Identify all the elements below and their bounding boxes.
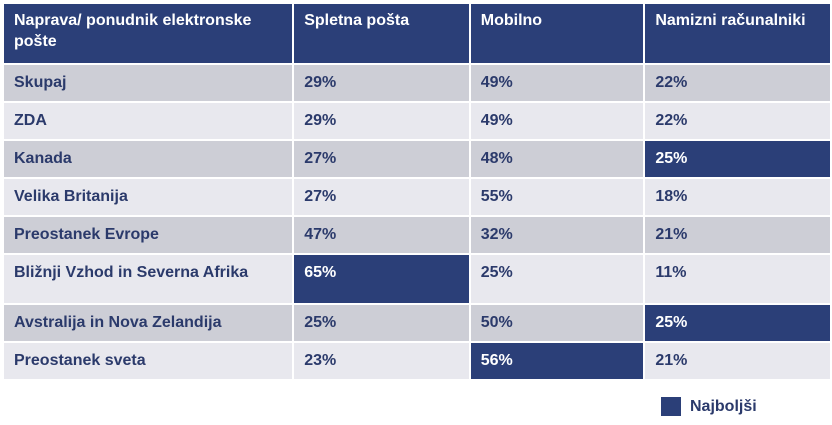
email-share-table: Naprava/ ponudnik elektronske pošte Sple… [2, 2, 832, 381]
table-row: Kanada 27% 48% 25% [4, 141, 830, 177]
cell-desktop: 18% [645, 179, 830, 215]
cell-desktop: 21% [645, 217, 830, 253]
row-label: Kanada [4, 141, 293, 177]
cell-desktop: 22% [645, 65, 830, 101]
legend-swatch [661, 397, 681, 416]
cell-webmail: 25% [294, 305, 469, 341]
cell-webmail: 27% [294, 141, 469, 177]
table-row: Bližnji Vzhod in Severna Afrika 65% 25% 11% [4, 255, 830, 303]
column-header-device: Naprava/ ponudnik elektronske pošte [4, 4, 293, 63]
cell-desktop: 21% [645, 343, 830, 379]
cell-webmail: 47% [294, 217, 469, 253]
row-label: ZDA [4, 103, 293, 139]
column-header-webmail: Spletna pošta [294, 4, 469, 63]
cell-mobile: 55% [470, 179, 644, 215]
header-row: Naprava/ ponudnik elektronske pošte Sple… [4, 4, 830, 63]
cell-mobile: 49% [470, 103, 644, 139]
row-label: Skupaj [4, 65, 293, 101]
cell-webmail: 27% [294, 179, 469, 215]
cell-mobile: 48% [470, 141, 644, 177]
column-header-desktop: Namizni računalniki [645, 4, 830, 63]
table-row: Skupaj 29% 49% 22% [4, 65, 830, 101]
table-body: Skupaj 29% 49% 22% ZDA 29% 49% 22% Kanada 27% 48% 2… [4, 65, 830, 379]
row-label: Preostanek Evrope [4, 217, 293, 253]
column-header-mobile: Mobilno [470, 4, 644, 63]
cell-webmail: 65% [294, 255, 469, 303]
cell-webmail: 23% [294, 343, 469, 379]
cell-desktop: 11% [645, 255, 830, 303]
table-row: Preostanek Evrope 47% 32% 21% [4, 217, 830, 253]
cell-mobile: 56% [470, 343, 644, 379]
table-row: Velika Britanija 27% 55% 18% [4, 179, 830, 215]
legend-label: Najboljši [690, 397, 757, 415]
cell-desktop: 25% [645, 305, 830, 341]
table-row: Preostanek sveta 23% 56% 21% [4, 343, 830, 379]
cell-desktop: 25% [645, 141, 830, 177]
row-label: Preostanek sveta [4, 343, 293, 379]
cell-desktop: 22% [645, 103, 830, 139]
cell-webmail: 29% [294, 65, 469, 101]
row-label: Bližnji Vzhod in Severna Afrika [4, 255, 293, 303]
cell-mobile: 25% [470, 255, 644, 303]
row-label: Avstralija in Nova Zelandija [4, 305, 293, 341]
table-row: ZDA 29% 49% 22% [4, 103, 830, 139]
table-row: Avstralija in Nova Zelandija 25% 50% 25% [4, 305, 830, 341]
cell-mobile: 50% [470, 305, 644, 341]
row-label: Velika Britanija [4, 179, 293, 215]
cell-webmail: 29% [294, 103, 469, 139]
cell-mobile: 32% [470, 217, 644, 253]
legend: Najboljši [661, 397, 757, 416]
cell-mobile: 49% [470, 65, 644, 101]
